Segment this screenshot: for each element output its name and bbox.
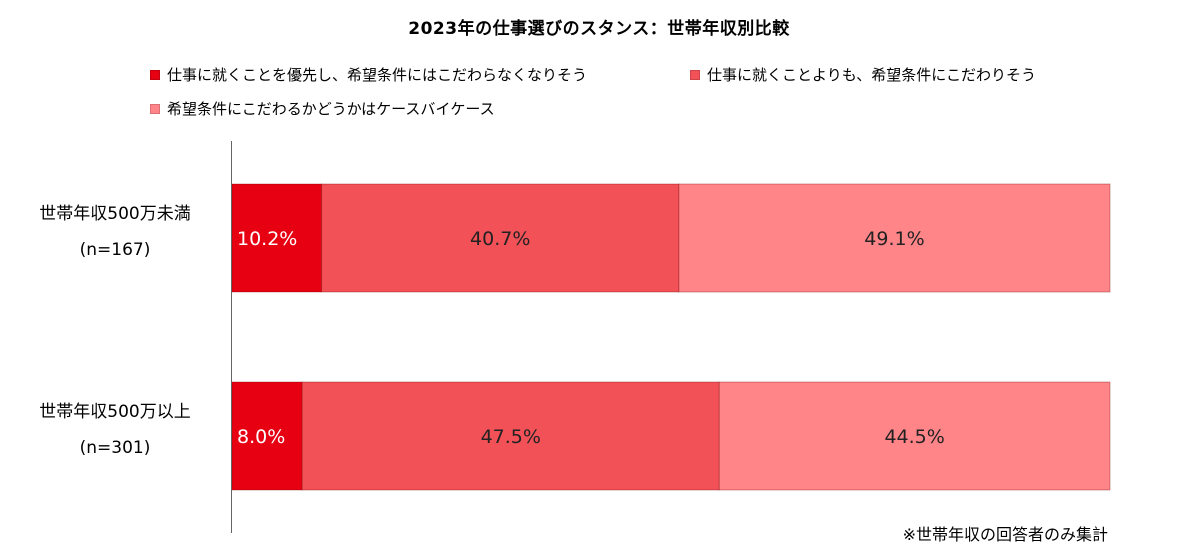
bar-segment-cat2-series3 — [718, 381, 1111, 491]
legend-label: 希望条件にこだわるかどうかはケースバイケース — [167, 100, 495, 118]
category-sample-size: (n=301) — [79, 438, 151, 458]
category-label-under-5m: 世帯年収500万未満 (n=167) — [10, 196, 220, 268]
legend-swatch — [150, 69, 160, 80]
legend-swatch — [690, 69, 700, 80]
legend-swatch — [150, 103, 160, 114]
legend-item-series-2: 仕事に就くことよりも、希望条件にこだわりそう — [690, 64, 1036, 85]
legend-label: 仕事に就くことよりも、希望条件にこだわりそう — [707, 66, 1036, 84]
data-label-cat1-series2: 40.7% — [470, 228, 530, 250]
data-label-cat2-series2: 47.5% — [481, 426, 541, 448]
category-name: 世帯年収500万未満 — [39, 204, 191, 224]
bar-segment-cat1-series3 — [678, 183, 1111, 293]
category-label-over-5m: 世帯年収500万以上 (n=301) — [10, 394, 220, 466]
legend-item-series-3: 希望条件にこだわるかどうかはケースバイケース — [150, 98, 495, 119]
data-label-cat1-series1: 10.2% — [237, 228, 297, 250]
legend-item-series-1: 仕事に就くことを優先し、希望条件にはこだわらなくなりそう — [150, 64, 587, 85]
data-label-cat2-series3: 44.5% — [884, 426, 944, 448]
bar-segment-cat2-series2 — [301, 381, 720, 491]
chart-title: 2023年の仕事選びのスタンス：世帯年収別比較 — [408, 19, 790, 39]
footnote: ※世帯年収の回答者のみ集計 — [902, 525, 1108, 544]
data-label-cat1-series3: 49.1% — [864, 228, 924, 250]
category-axis-line — [231, 141, 232, 533]
bar-segment-cat1-series2 — [321, 183, 680, 293]
data-label-cat2-series1: 8.0% — [237, 426, 285, 448]
category-name: 世帯年収500万以上 — [39, 402, 191, 422]
bar-segment-cat2-series1 — [231, 381, 303, 491]
legend-label: 仕事に就くことを優先し、希望条件にはこだわらなくなりそう — [167, 66, 588, 84]
category-sample-size: (n=167) — [79, 240, 151, 260]
